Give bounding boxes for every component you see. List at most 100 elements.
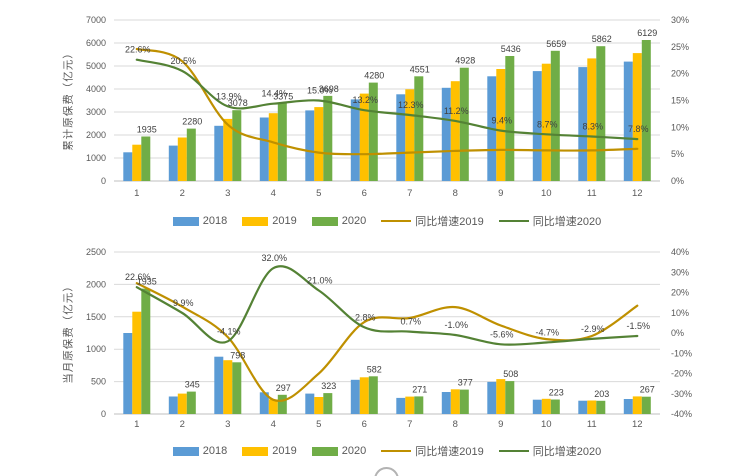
- svg-text:0%: 0%: [671, 328, 684, 338]
- svg-text:-10%: -10%: [671, 348, 692, 358]
- svg-text:1500: 1500: [86, 312, 106, 322]
- svg-text:0%: 0%: [671, 176, 684, 186]
- svg-text:9: 9: [498, 188, 503, 199]
- svg-text:5000: 5000: [86, 61, 106, 71]
- legend-item-2020: 2020: [311, 215, 366, 227]
- svg-text:7.8%: 7.8%: [628, 124, 649, 134]
- chart-monthly: 05001000150020002500-40%-30%-20%-10%0%10…: [86, 247, 692, 430]
- svg-text:3: 3: [225, 419, 230, 430]
- svg-text:2: 2: [180, 188, 185, 199]
- svg-text:2000: 2000: [86, 279, 106, 289]
- svg-text:-1.5%: -1.5%: [626, 321, 650, 331]
- svg-text:0: 0: [101, 409, 106, 419]
- legend-swatch-2019: [242, 216, 269, 226]
- legend-label: 2018: [202, 215, 228, 227]
- svg-text:4: 4: [271, 188, 276, 199]
- svg-text:297: 297: [276, 383, 291, 393]
- svg-text:13.2%: 13.2%: [352, 95, 378, 105]
- svg-text:12: 12: [632, 188, 643, 199]
- svg-text:223: 223: [549, 388, 564, 398]
- legend-line-swatch-同比增速2020: [498, 219, 529, 223]
- bars-2019: [132, 311, 642, 414]
- svg-text:10: 10: [541, 419, 552, 430]
- svg-text:1935: 1935: [137, 124, 157, 134]
- svg-text:11.2%: 11.2%: [444, 106, 469, 116]
- svg-text:6: 6: [362, 188, 367, 199]
- svg-text:6129: 6129: [637, 28, 657, 38]
- svg-text:5: 5: [316, 188, 321, 199]
- svg-text:4280: 4280: [364, 71, 384, 81]
- legend-swatch-2018: [172, 446, 199, 456]
- svg-text:10: 10: [541, 188, 552, 199]
- svg-text:3375: 3375: [273, 91, 293, 101]
- svg-text:5%: 5%: [671, 149, 684, 159]
- growth-line-同比增速2019: [135, 282, 639, 403]
- svg-text:7000: 7000: [86, 15, 106, 25]
- svg-text:-20%: -20%: [671, 369, 692, 379]
- line-data-labels-同比增速2020: 22.6% 9.9% -4.1% 32.0% 21.0% 2.8% 0.7% -1.0% -5.…: [125, 253, 650, 339]
- line-data-labels-同比增速2020: 22.6% 20.5% 13.9% 14.4% 15.0% 13.2% 12.3% 11.2%…: [125, 45, 649, 134]
- svg-text:5436: 5436: [501, 44, 521, 54]
- svg-text:25%: 25%: [671, 42, 689, 52]
- svg-text:11: 11: [587, 419, 597, 430]
- svg-text:1935: 1935: [137, 277, 157, 287]
- svg-text:21.0%: 21.0%: [307, 275, 333, 285]
- svg-text:30%: 30%: [671, 267, 689, 277]
- svg-text:4928: 4928: [455, 56, 475, 66]
- svg-text:798: 798: [230, 350, 245, 360]
- svg-text:323: 323: [321, 381, 336, 391]
- legend-item-同比增速2020: 同比增速2020: [498, 213, 602, 229]
- legend-line-swatch-同比增速2019: [381, 219, 412, 223]
- legend-item-2019: 2019: [242, 445, 297, 457]
- svg-text:10%: 10%: [671, 122, 689, 132]
- svg-text:15%: 15%: [671, 96, 689, 106]
- svg-text:8.7%: 8.7%: [537, 119, 558, 129]
- svg-text:30%: 30%: [671, 15, 689, 25]
- svg-text:2: 2: [180, 419, 185, 430]
- svg-text:3: 3: [225, 188, 230, 199]
- svg-text:203: 203: [594, 389, 609, 399]
- bars-2018: [123, 61, 633, 182]
- legend-line-swatch-同比增速2020: [498, 449, 529, 453]
- svg-text:2000: 2000: [86, 130, 106, 140]
- svg-text:22.6%: 22.6%: [125, 45, 151, 55]
- svg-text:4551: 4551: [410, 64, 430, 74]
- svg-text:40%: 40%: [671, 247, 689, 257]
- svg-text:20%: 20%: [671, 69, 689, 79]
- legend-label: 同比增速2020: [532, 216, 602, 228]
- svg-text:1000: 1000: [86, 153, 106, 163]
- x-axis-labels: 1 2 3 4 5 6 7 8 9 10 11 12: [134, 188, 642, 199]
- svg-text:5: 5: [316, 419, 321, 430]
- svg-text:5862: 5862: [592, 34, 612, 44]
- legend-item-2020: 2020: [311, 445, 366, 457]
- bars-2020: [141, 40, 651, 182]
- y-axis-title-cumulative: 累计原保费（亿元）: [62, 47, 75, 151]
- svg-text:-30%: -30%: [671, 389, 692, 399]
- gridlines: 0 500 1000 1500 2000 2500 -40% -30% -20% -10% 0% 10…: [86, 247, 692, 419]
- svg-text:6000: 6000: [86, 38, 106, 48]
- svg-text:-40%: -40%: [671, 409, 692, 419]
- legend-item-2018: 2018: [172, 215, 228, 227]
- legend-monthly: 2018 2019 2020 同比增速2019 同比增速2020: [114, 443, 660, 459]
- legend-item-2018: 2018: [172, 445, 228, 457]
- svg-text:6: 6: [362, 419, 367, 430]
- svg-text:5659: 5659: [546, 39, 566, 49]
- svg-text:-2.9%: -2.9%: [581, 324, 605, 334]
- svg-text:508: 508: [503, 369, 518, 379]
- svg-text:4: 4: [271, 419, 276, 430]
- svg-text:-5.6%: -5.6%: [490, 329, 514, 339]
- bars-2020: [141, 288, 651, 414]
- growth-line-同比增速2019: [135, 47, 639, 156]
- svg-text:20.5%: 20.5%: [170, 56, 196, 66]
- svg-text:20%: 20%: [671, 288, 689, 298]
- svg-text:15.0%: 15.0%: [307, 86, 333, 96]
- svg-text:8.3%: 8.3%: [582, 121, 603, 131]
- svg-text:0.7%: 0.7%: [400, 317, 421, 327]
- legend-label: 2018: [202, 445, 228, 457]
- svg-text:1: 1: [134, 419, 139, 430]
- svg-text:-4.7%: -4.7%: [535, 328, 559, 338]
- svg-text:8: 8: [453, 188, 458, 199]
- legend-item-2019: 2019: [242, 215, 297, 227]
- svg-text:9.9%: 9.9%: [173, 298, 194, 308]
